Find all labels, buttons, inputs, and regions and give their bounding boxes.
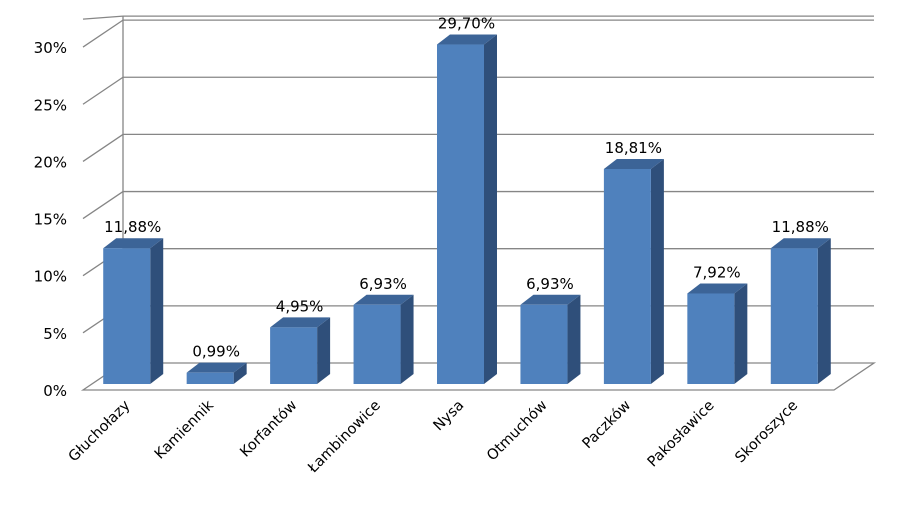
- bar-top: [687, 283, 748, 294]
- data-label: 11,88%: [104, 218, 161, 236]
- data-label: 6,93%: [526, 275, 574, 293]
- bar-top: [437, 34, 497, 45]
- bar-front: [437, 44, 484, 385]
- bar-top: [603, 159, 664, 170]
- bar: [687, 283, 748, 384]
- data-label: 18,81%: [605, 139, 662, 157]
- bar-side: [484, 34, 497, 385]
- bar-side: [150, 238, 164, 384]
- data-label: 7,92%: [693, 263, 741, 281]
- bar-top: [270, 317, 331, 328]
- data-labels: 11,88% 0,99% 4,95% 6,93% 29,70% 6,93% 18,81% 7,…: [104, 15, 829, 361]
- y-axis-ticks: 0% 5% 10% 15% 20% 25% 30%: [34, 39, 67, 400]
- bar: [520, 294, 581, 384]
- bar: [770, 238, 831, 384]
- bar-side: [650, 159, 664, 384]
- bar-front: [270, 327, 318, 384]
- bar-front: [353, 304, 401, 384]
- data-label: 6,93%: [359, 275, 407, 293]
- x-category-label: Głuchołazy: [66, 397, 134, 465]
- bar-side: [567, 294, 581, 384]
- y-tick-label: 10%: [34, 268, 67, 286]
- bar-front: [186, 372, 234, 384]
- bar-front: [603, 169, 651, 384]
- gridline: [82, 15, 124, 20]
- bar-front: [520, 304, 568, 384]
- bar-side: [734, 283, 748, 384]
- x-category-label: Pakosławice: [645, 397, 718, 470]
- bar-top: [103, 238, 164, 249]
- x-category-label: Kamiennik: [152, 397, 217, 462]
- bar-side: [817, 238, 831, 384]
- bar-top: [770, 238, 831, 249]
- bar: [186, 362, 247, 384]
- bar-side: [233, 362, 247, 384]
- bar-side: [317, 317, 331, 384]
- bar: [270, 317, 331, 384]
- y-tick-label: 25%: [34, 96, 67, 114]
- x-category-label: Korfantów: [237, 397, 300, 460]
- data-label: 0,99%: [192, 343, 240, 361]
- data-label: 11,88%: [772, 218, 829, 236]
- bar-front: [770, 248, 818, 384]
- y-tick-label: 30%: [34, 39, 67, 57]
- bar: [603, 159, 664, 384]
- y-tick-label: 5%: [43, 325, 67, 343]
- x-category-label: Łambinowice: [305, 397, 384, 476]
- bar: [437, 34, 497, 385]
- bar-top: [186, 362, 247, 373]
- y-tick-label: 15%: [34, 211, 67, 229]
- x-axis-categories: Głuchołazy Kamiennik Korfantów Łambinowice N…: [66, 397, 801, 477]
- x-category-label: Nysa: [431, 398, 468, 435]
- x-category-label: Otmuchów: [484, 397, 551, 464]
- data-label: 4,95%: [276, 297, 324, 315]
- bars: [103, 34, 831, 385]
- bar-front: [103, 248, 151, 384]
- data-label: 29,70%: [438, 15, 495, 33]
- x-category-label: Skoroszyce: [732, 397, 801, 466]
- x-category-label: Paczków: [580, 397, 635, 452]
- y-tick-label: 20%: [34, 153, 67, 171]
- bar-top: [520, 294, 581, 305]
- y-tick-label: 0%: [43, 382, 67, 400]
- bar-top: [353, 294, 414, 305]
- bar: [353, 294, 414, 384]
- bar-side: [400, 294, 414, 384]
- bar-front: [687, 293, 735, 384]
- bar: [103, 238, 164, 384]
